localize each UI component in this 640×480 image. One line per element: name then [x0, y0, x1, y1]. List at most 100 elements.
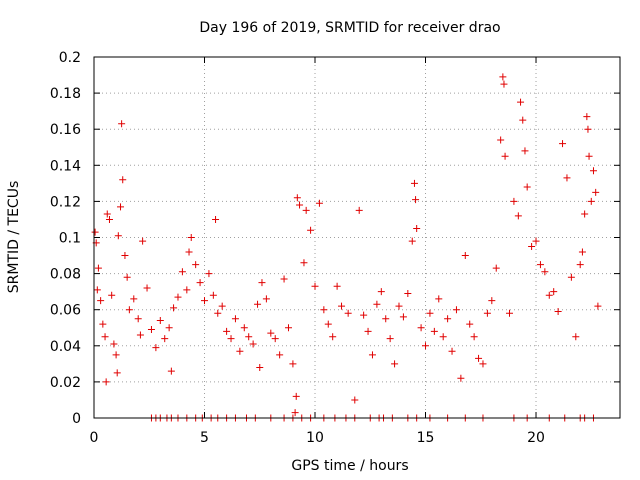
data-point: [567, 273, 575, 281]
data-point: [377, 288, 385, 296]
data-point: [466, 320, 474, 328]
data-point: [192, 261, 200, 269]
data-point: [205, 270, 213, 278]
data-point: [514, 212, 522, 220]
data-point: [399, 313, 407, 321]
data-point: [368, 351, 376, 359]
data-point: [545, 291, 553, 299]
data-point: [338, 302, 346, 310]
data-point: [594, 302, 602, 310]
data-point: [583, 113, 591, 121]
data-point: [152, 344, 160, 352]
data-point: [105, 215, 113, 223]
data-point: [550, 288, 558, 296]
data-point: [329, 333, 337, 341]
data-point: [136, 331, 144, 339]
data-point: [262, 295, 270, 303]
data-point: [584, 125, 592, 133]
data-point: [240, 324, 248, 332]
data-point: [121, 252, 129, 260]
data-point: [404, 289, 412, 297]
data-point: [501, 152, 509, 160]
data-point: [461, 252, 469, 260]
data-point: [267, 329, 275, 337]
data-point: [324, 320, 332, 328]
data-point: [408, 237, 416, 245]
data-point: [167, 367, 175, 375]
data-point: [435, 295, 443, 303]
data-point: [183, 286, 191, 294]
data-point: [249, 340, 257, 348]
data-point: [585, 152, 593, 160]
data-point: [439, 333, 447, 341]
data-point: [344, 309, 352, 317]
data-point: [351, 396, 359, 404]
data-point: [114, 232, 122, 240]
data-point: [118, 120, 126, 128]
data-point: [130, 295, 138, 303]
x-axis-label: GPS time / hours: [291, 458, 408, 474]
data-point: [236, 347, 244, 355]
y-axis-label: SRMTID / TECUs: [6, 181, 22, 294]
data-point: [143, 284, 151, 292]
data-point: [488, 297, 496, 305]
x-tick-label: 10: [306, 430, 324, 446]
data-point: [280, 275, 288, 283]
data-point: [576, 261, 584, 269]
y-tick-label: 0.02: [50, 375, 81, 391]
data-point: [201, 297, 209, 305]
chart-title: Day 196 of 2019, SRMTID for receiver dra…: [199, 20, 500, 36]
data-point: [444, 315, 452, 323]
data-point: [311, 282, 319, 290]
data-point: [517, 98, 525, 106]
plot-frame: [93, 56, 621, 419]
data-point: [497, 136, 505, 144]
data-points: [91, 73, 602, 422]
data-point: [510, 197, 518, 205]
data-point: [333, 282, 341, 290]
data-point: [256, 363, 264, 371]
data-point: [223, 327, 231, 335]
data-point: [395, 302, 403, 310]
data-point: [271, 335, 279, 343]
data-point: [417, 324, 425, 332]
data-point: [112, 351, 120, 359]
data-point: [117, 203, 125, 211]
data-point: [212, 215, 220, 223]
y-tick-label: 0.12: [50, 194, 81, 210]
data-point: [373, 300, 381, 308]
y-tick-label: 0.2: [59, 50, 81, 66]
axis-ticks: [93, 56, 620, 419]
data-point: [475, 354, 483, 362]
data-point: [293, 194, 301, 202]
data-point: [218, 302, 226, 310]
data-point: [292, 392, 300, 400]
data-point: [483, 309, 491, 317]
data-point: [296, 201, 304, 209]
data-point: [101, 333, 109, 341]
data-point: [302, 206, 310, 214]
data-point: [170, 304, 178, 312]
data-point: [587, 197, 595, 205]
data-point: [119, 176, 127, 184]
data-point: [214, 309, 222, 317]
data-point: [492, 264, 500, 272]
data-point: [315, 199, 323, 207]
tick-labels: 0 0.02 0.04 0.06 0.08 0.1 0.12 0.14 0.16 0.18 0.2 0…: [50, 50, 545, 446]
y-tick-label: 0.1: [59, 231, 81, 247]
data-point: [196, 279, 204, 287]
data-point: [410, 179, 418, 187]
data-point: [572, 333, 580, 341]
data-point: [457, 374, 465, 382]
data-point: [521, 147, 529, 155]
data-point: [559, 140, 567, 148]
data-point: [541, 268, 549, 276]
data-point: [581, 210, 589, 218]
data-point: [113, 369, 121, 377]
y-tick-label: 0.06: [50, 303, 81, 319]
data-point: [161, 335, 169, 343]
data-point: [300, 259, 308, 267]
data-point: [147, 326, 155, 334]
data-point: [320, 306, 328, 314]
